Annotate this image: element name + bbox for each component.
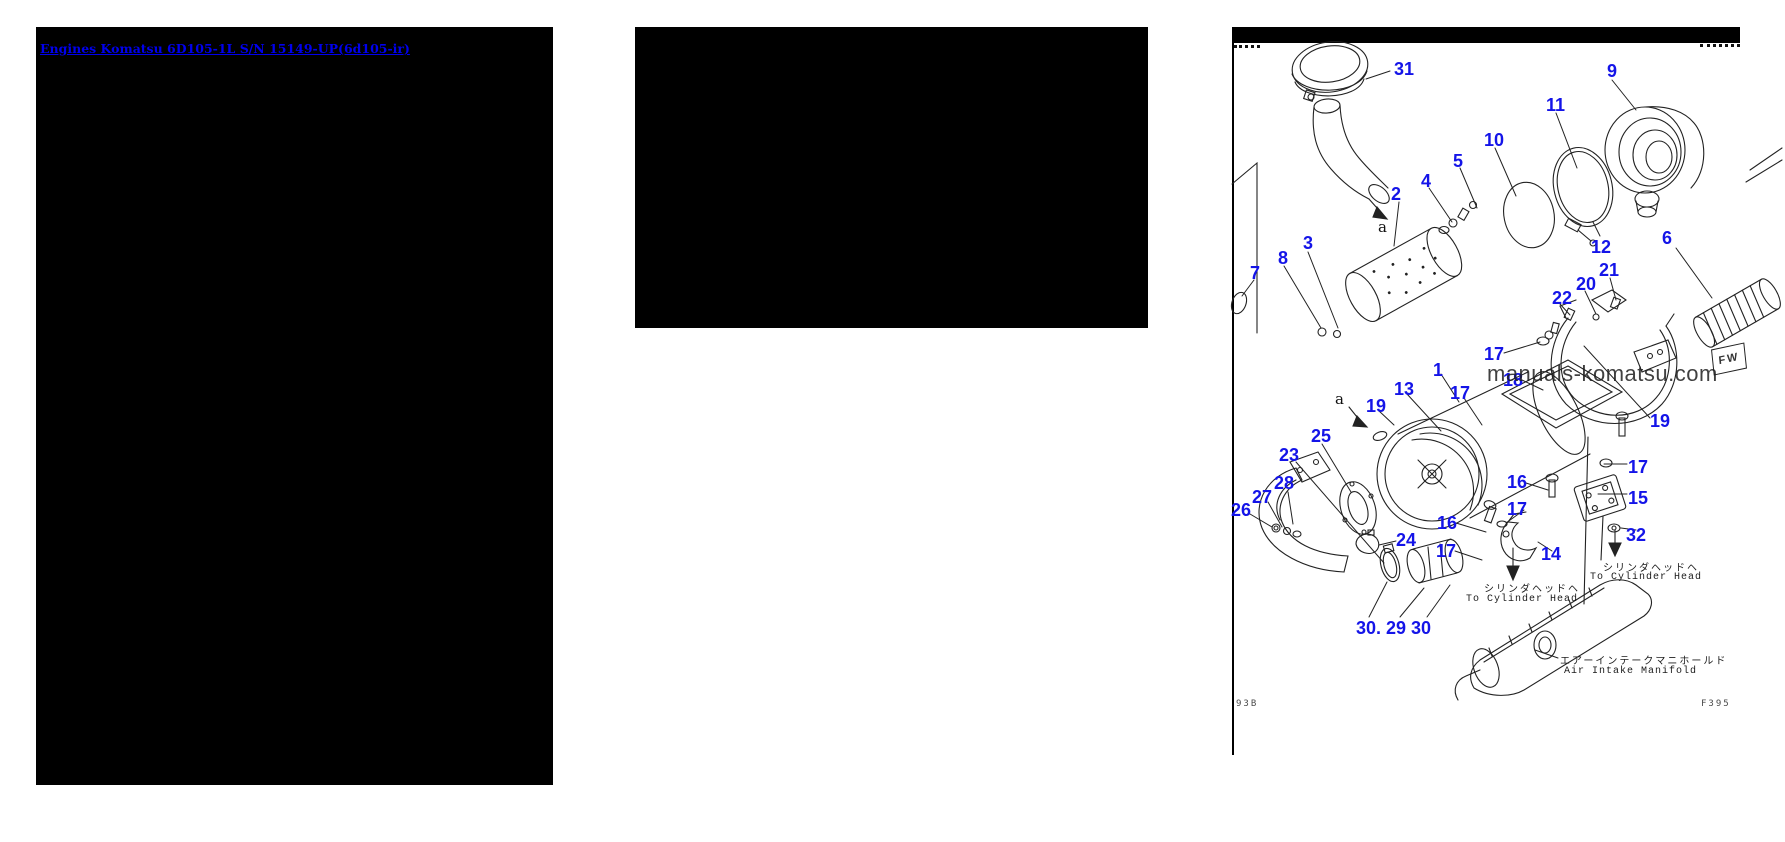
callout-16: 16: [1507, 472, 1528, 492]
callout-10: 10: [1484, 130, 1505, 150]
annotation-jp: シリンダヘッドヘ: [1603, 563, 1699, 574]
callout-26: 26: [1231, 500, 1252, 520]
rain-cap: [1291, 41, 1369, 102]
hose-cutoff-lines: [1745, 147, 1783, 183]
annotation-jp: シリンダヘッドヘ: [1484, 584, 1580, 595]
inlet-elbow: [1312, 98, 1390, 220]
callout-19: 19: [1650, 411, 1671, 431]
strap-band: [1550, 289, 1678, 424]
diagram-header-bar: [1232, 27, 1740, 43]
flange-gasket: [1339, 481, 1377, 535]
air-cleaner-cup: [1604, 106, 1705, 218]
scan-artifact-dash: [1700, 44, 1740, 47]
gasket-ring: [1503, 181, 1555, 249]
callout-3: 3: [1303, 233, 1314, 253]
ref-letter-a: a: [1378, 218, 1387, 236]
callout-25: 25: [1311, 426, 1332, 446]
corner-code-right: F395: [1701, 699, 1731, 709]
callout-21: 21: [1599, 260, 1620, 280]
elbow-hose: [1258, 451, 1349, 573]
bolt-set: [1483, 321, 1629, 538]
callout-30-29-30: 30. 29 30: [1356, 618, 1432, 638]
callout-7: 7: [1250, 263, 1261, 283]
callout-11: 11: [1546, 95, 1566, 115]
callout-23: 23: [1279, 445, 1300, 465]
callout-2: 2: [1391, 184, 1402, 204]
callout-16: 16: [1437, 513, 1458, 533]
callout-17: 17: [1628, 457, 1649, 477]
model-link[interactable]: Engines Komatsu 6D105-1L S/N 15149-UP(6d…: [40, 41, 410, 56]
cover-plate: [1500, 339, 1677, 429]
small-fasteners-345: [1438, 200, 1478, 235]
ref-letter-a: a: [1335, 390, 1344, 408]
callout-4: 4: [1421, 171, 1432, 191]
callout-12: 12: [1591, 237, 1612, 257]
bracket-stems: [1583, 436, 1604, 605]
flexible-hose: [1693, 278, 1781, 348]
diagram-left-border: [1232, 43, 1234, 755]
left-image-placeholder: [36, 27, 553, 785]
callout-9: 9: [1607, 61, 1618, 81]
air-cleaner-body: [1372, 371, 1591, 530]
hose-clamp-24: [1355, 529, 1380, 554]
mount-bracket: [1573, 474, 1627, 522]
corner-code-left: 93B: [1236, 699, 1259, 709]
annotation-en: To Cylinder Head: [1590, 572, 1703, 583]
clamp-14: [1500, 511, 1538, 562]
connector-tube: [1379, 538, 1464, 584]
middle-image-placeholder: [635, 27, 1148, 328]
watermark: manuals-komatsu.com: [1487, 361, 1718, 386]
callout-28: 28: [1274, 473, 1295, 493]
callout-17: 17: [1450, 383, 1471, 403]
callout-14: 14: [1541, 544, 1562, 564]
callout-13: 13: [1394, 379, 1415, 399]
callout-1: 1: [1433, 360, 1444, 380]
callout-18: 18: [1503, 370, 1524, 390]
callout-19: 19: [1366, 396, 1387, 416]
precleaner-disc: [1230, 291, 1342, 339]
callout-17: 17: [1484, 344, 1505, 364]
callout-17: 17: [1507, 499, 1528, 519]
annotation-jp: エアーインテークマニホールド: [1560, 656, 1728, 667]
filter-element: [1345, 226, 1463, 322]
callout-24: 24: [1396, 530, 1417, 550]
callout-17: 17: [1436, 541, 1457, 561]
callout-27: 27: [1252, 487, 1273, 507]
mid-arrow-a: [1348, 406, 1369, 428]
annotation-en: To Cylinder Head: [1466, 594, 1579, 605]
callout-22: 22: [1552, 288, 1573, 308]
down-arrow: [1506, 529, 1622, 582]
leader-lines: [1241, 70, 1713, 659]
panel-corner-line: [1231, 161, 1258, 334]
scan-artifact-dash: [1234, 45, 1260, 48]
callout-15: 15: [1628, 488, 1649, 508]
callout-8: 8: [1278, 248, 1289, 268]
callout-20: 20: [1576, 274, 1597, 294]
band-clamp: [1552, 147, 1614, 247]
fasteners-26-27-28: [1271, 523, 1302, 538]
callout-31: 31: [1394, 59, 1415, 79]
callout-6: 6: [1662, 228, 1673, 248]
callout-32: 32: [1626, 525, 1647, 545]
callout-5: 5: [1453, 151, 1464, 171]
annotation-en: Air Intake Manifold: [1564, 666, 1698, 677]
